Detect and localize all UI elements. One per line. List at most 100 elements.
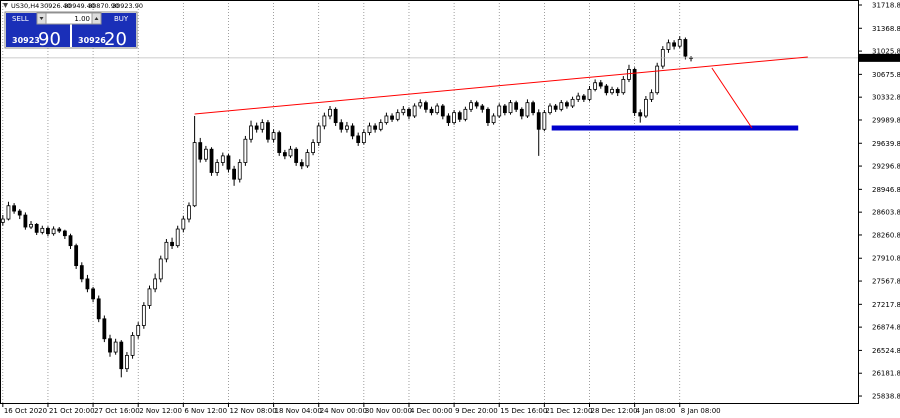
- candle-body: [12, 205, 17, 212]
- candle-body: [333, 108, 338, 124]
- candle-body: [497, 105, 502, 117]
- candle-body: [294, 148, 299, 163]
- candle-body: [345, 125, 349, 130]
- candle-body: [311, 142, 315, 153]
- plot-frame: [0, 0, 859, 404]
- candle-body: [565, 102, 569, 107]
- lot-up-icon: [94, 17, 99, 20]
- candle-body: [666, 42, 671, 50]
- candle-body: [220, 155, 225, 163]
- buy-price-pips: 20: [104, 29, 127, 50]
- candle-body: [40, 227, 45, 233]
- candles: [0, 36, 693, 378]
- candle-body: [62, 230, 67, 237]
- candle-body: [604, 85, 609, 94]
- candle-body: [672, 42, 677, 47]
- candle-body: [593, 82, 598, 90]
- y-tick-label: 29296.80: [872, 163, 900, 171]
- symbol: US30,H4: [11, 2, 39, 10]
- candle-body: [46, 227, 50, 235]
- x-tick-label: 16 Oct 2020: [4, 407, 47, 415]
- ohlc-close: 30923.90: [112, 2, 143, 10]
- buy-price-main: 30926: [78, 36, 106, 45]
- candle-body: [305, 152, 310, 167]
- candle-body: [519, 108, 524, 117]
- arrow-line: [711, 67, 753, 129]
- current-price-label: 30923.90: [872, 54, 900, 62]
- candle-body: [457, 112, 462, 120]
- sell-price-main: 30923: [12, 36, 40, 45]
- y-tick-label: 28603.80: [872, 209, 900, 217]
- candle-body: [68, 235, 73, 247]
- y-tick-label: 26181.80: [872, 370, 900, 378]
- x-tick-label: 2 Nov 12:00: [139, 407, 182, 415]
- candle-body: [581, 95, 586, 100]
- candle-body: [91, 288, 95, 300]
- candle-body: [384, 115, 389, 124]
- x-tick-label: 9 Dec 20:00: [455, 407, 498, 415]
- candle-body: [254, 125, 259, 130]
- y-tick-label: 26874.80: [872, 324, 900, 332]
- candle-body: [136, 325, 141, 336]
- y-tick-label: 31025.80: [872, 48, 900, 56]
- ohlc-low: 30870.90: [88, 2, 119, 10]
- candle-body: [187, 205, 191, 220]
- candle-body: [113, 341, 118, 353]
- candle-body: [299, 162, 304, 167]
- candle-body: [423, 102, 428, 110]
- candle-body: [266, 122, 270, 140]
- x-tick-label: 18 Nov 04:00: [275, 407, 322, 415]
- x-tick-label: 12 Nov 08:00: [229, 407, 276, 415]
- candle-body: [610, 88, 614, 94]
- trendline: [194, 56, 808, 115]
- candle-body: [102, 318, 107, 340]
- candle-body: [350, 125, 355, 137]
- candle-body: [576, 95, 581, 100]
- candle-body: [339, 122, 344, 130]
- y-tick-label: 27910.80: [872, 255, 900, 263]
- candle-body: [508, 102, 513, 114]
- candle-body: [553, 105, 558, 110]
- candle-body: [282, 152, 287, 157]
- candle-body: [316, 125, 321, 143]
- y-tick-label: 31368.80: [872, 25, 900, 33]
- candle-body: [203, 148, 208, 160]
- candle-body: [649, 92, 654, 100]
- ohlc-open: 30926.40: [40, 2, 71, 10]
- candle-body: [271, 132, 276, 140]
- candle-body: [486, 108, 490, 124]
- candle-body: [491, 115, 496, 124]
- candle-body: [525, 102, 530, 117]
- candle-body: [474, 102, 479, 107]
- candle-body: [328, 108, 332, 117]
- x-tick-label: 21 Dec 12:00: [545, 407, 592, 415]
- candle-body: [226, 155, 231, 170]
- candle-body: [164, 241, 169, 260]
- ohlc-high: 30949.40: [64, 2, 95, 10]
- y-tick-label: 29639.80: [872, 140, 900, 148]
- candle-body: [322, 115, 327, 127]
- candle-body: [401, 108, 406, 114]
- candle-body: [655, 65, 660, 94]
- y-tick-label: 26524.80: [872, 347, 900, 355]
- candle-body: [452, 112, 457, 124]
- lot-down-icon: [39, 17, 44, 20]
- candle-body: [29, 223, 33, 228]
- candle-body: [158, 258, 163, 280]
- candle-body: [542, 112, 547, 130]
- candle-body: [429, 108, 434, 114]
- candle-body: [108, 338, 112, 353]
- candle-body: [96, 298, 101, 320]
- candle-body: [57, 228, 62, 232]
- buy-label: BUY: [114, 15, 129, 23]
- candle-body: [469, 102, 473, 110]
- candle-body: [288, 148, 293, 157]
- y-tick-label: 28946.80: [872, 186, 900, 194]
- sell-price-pips: 90: [38, 29, 61, 50]
- candle-body: [181, 218, 186, 230]
- candle-body: [170, 241, 174, 247]
- candle-body: [367, 125, 372, 134]
